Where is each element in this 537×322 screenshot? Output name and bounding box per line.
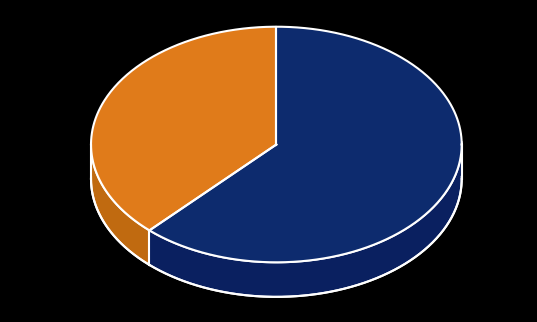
Polygon shape — [91, 143, 149, 265]
Polygon shape — [91, 27, 277, 230]
Polygon shape — [149, 142, 462, 297]
Polygon shape — [149, 27, 462, 262]
